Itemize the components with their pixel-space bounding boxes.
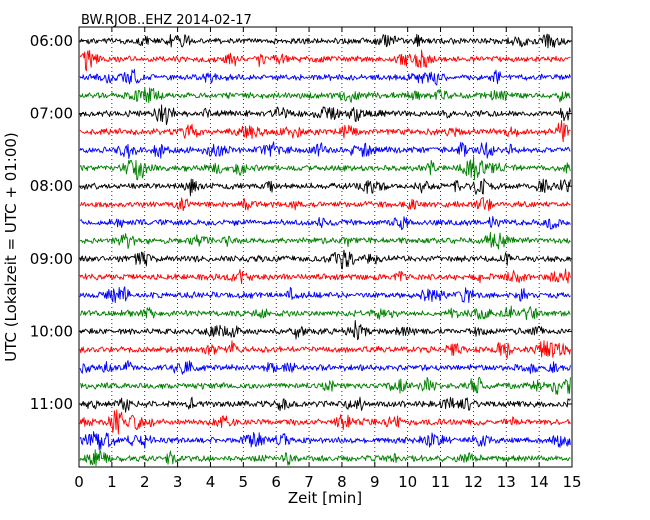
tick-layer: 0 1 2 3 4 5 6 7 8 9 10 11 12 13 14 1506:0007:0008:0009:… [30, 27, 582, 491]
x-tick-label: 11 [431, 473, 450, 491]
seismic-trace-0645 [79, 87, 571, 104]
seismic-trace-0800 [79, 178, 571, 197]
seismic-trace-1130 [79, 431, 571, 451]
x-tick-label: 2 [140, 473, 150, 491]
y-axis-label: UTC (Lokalzeit = UTC + 01:00) [2, 132, 20, 362]
y-tick-label: 09:00 [30, 250, 73, 268]
seismic-trace-0900 [79, 249, 571, 270]
x-tick-label: 5 [239, 473, 249, 491]
seismic-trace-0830 [79, 215, 571, 231]
x-tick-label: 14 [530, 473, 549, 491]
y-tick-label: 11:00 [30, 395, 73, 413]
y-tick-label: 10:00 [30, 322, 73, 340]
seismic-trace-1045 [79, 376, 571, 395]
x-tick-label: 13 [497, 473, 516, 491]
plot-frame [78, 26, 573, 468]
x-tick-label: 9 [370, 473, 380, 491]
grid-layer [111, 27, 540, 467]
trace-layer [79, 33, 571, 467]
x-tick-label: 12 [464, 473, 483, 491]
seismic-trace-0945 [79, 305, 571, 321]
x-tick-label: 6 [271, 473, 281, 491]
x-tick-label: 0 [74, 473, 84, 491]
seismic-trace-1015 [79, 340, 571, 359]
seismic-trace-0730 [79, 141, 571, 159]
y-tick-label: 07:00 [30, 105, 73, 123]
seismic-trace-0715 [79, 120, 571, 143]
x-axis-label: Zeit [min] [288, 489, 362, 507]
x-tick-label: 15 [562, 473, 581, 491]
seismic-trace-0915 [79, 268, 571, 285]
seismic-trace-0930 [79, 286, 571, 304]
x-tick-label: 8 [337, 473, 347, 491]
seismic-trace-0815 [79, 197, 571, 212]
chart-title: BW.RJOB..EHZ 2014-02-17 [81, 13, 252, 28]
y-tick-label: 08:00 [30, 177, 73, 195]
seismic-trace-0700 [79, 104, 571, 126]
seismic-trace-0615 [79, 49, 571, 72]
seismic-trace-1145 [79, 449, 571, 467]
x-tick-label: 3 [173, 473, 183, 491]
x-tick-label: 7 [304, 473, 314, 491]
seismic-trace-1000 [79, 320, 571, 341]
seismic-trace-1030 [79, 360, 571, 375]
seismic-trace-0630 [79, 68, 571, 86]
y-tick-label: 06:00 [30, 32, 73, 50]
seismic-trace-1100 [79, 396, 571, 413]
seismic-trace-0600 [79, 33, 571, 49]
x-tick-label: 10 [398, 473, 417, 491]
seismic-trace-1115 [79, 409, 571, 435]
seismic-trace-0845 [79, 231, 571, 250]
x-tick-label: 1 [107, 473, 117, 491]
x-tick-label: 4 [206, 473, 216, 491]
seismic-trace-0745 [79, 156, 571, 181]
